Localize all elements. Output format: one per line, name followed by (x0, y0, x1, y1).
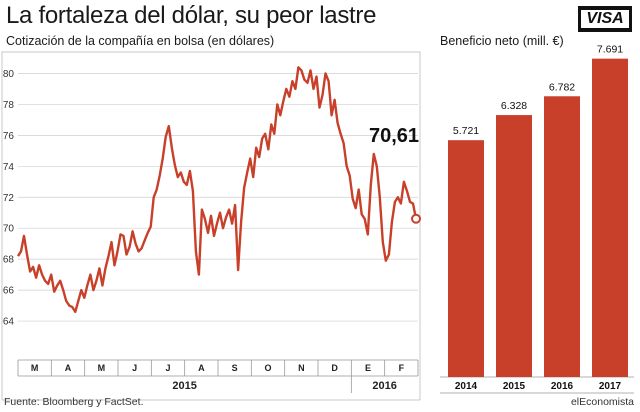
year-label: 2015 (172, 380, 196, 392)
bar (448, 140, 484, 377)
bar-value-label: 6.782 (549, 81, 575, 93)
month-label: J (132, 363, 137, 373)
year-label: 2016 (372, 380, 396, 392)
line-chart-title: Cotización de la compañía en bolsa (en d… (6, 34, 275, 48)
line-chart-grid (1, 51, 421, 401)
y-tick-label: 80 (3, 69, 15, 80)
y-tick-label: 74 (3, 162, 15, 173)
month-label: E (365, 363, 371, 373)
month-label: A (198, 363, 205, 373)
bar-value-label: 6.328 (501, 100, 527, 112)
last-price-label: 70,61 (369, 125, 419, 147)
brand-footer: elEconomista (570, 396, 634, 408)
bar (544, 96, 580, 378)
month-label: M (31, 363, 39, 373)
bar-value-label: 5.721 (453, 125, 479, 137)
last-price-marker (411, 213, 421, 224)
month-label: S (232, 363, 238, 373)
bar-value-label: 7.691 (597, 44, 623, 56)
bar-category-label: 2017 (599, 381, 622, 392)
line-chart-axes: 64 66 68 70 72 74 76 78 80 M A M J J A S O N D E F 2015 2016 (3, 69, 419, 393)
month-label: D (331, 363, 338, 373)
y-tick-label: 72 (3, 193, 15, 204)
y-tick-label: 76 (3, 131, 15, 142)
month-label: J (165, 363, 170, 373)
y-tick-label: 68 (3, 255, 15, 266)
bar-category-label: 2015 (503, 381, 526, 392)
month-label: M (98, 363, 106, 373)
y-tick-label: 78 (3, 100, 15, 111)
line-chart-frame (1, 51, 421, 401)
month-label: O (264, 363, 271, 373)
source-note: Fuente: Bloomberg y FactSet. (4, 396, 144, 408)
bar-category-label: 2016 (551, 381, 574, 392)
price-line (16, 66, 418, 313)
y-tick-label: 66 (3, 286, 15, 297)
bar-chart: 5.721 2014 6.328 2015 6.782 2016 7.691 2017 (440, 44, 634, 394)
visa-logo-text: VISA (581, 10, 629, 28)
month-label: A (65, 363, 72, 373)
bar (496, 115, 532, 378)
line-chart-series: 70,61 (16, 66, 421, 313)
bar-category-label: 2014 (455, 381, 478, 392)
y-tick-label: 64 (3, 317, 15, 328)
bar (592, 58, 628, 378)
visa-logo: VISA (578, 6, 632, 32)
page-title: La fortaleza del dólar, su peor lastre (6, 2, 377, 29)
month-label: F (399, 363, 405, 373)
month-label: N (298, 363, 305, 373)
y-tick-label: 70 (3, 224, 15, 235)
bar-chart-title: Beneficio neto (mill. €) (440, 34, 564, 48)
